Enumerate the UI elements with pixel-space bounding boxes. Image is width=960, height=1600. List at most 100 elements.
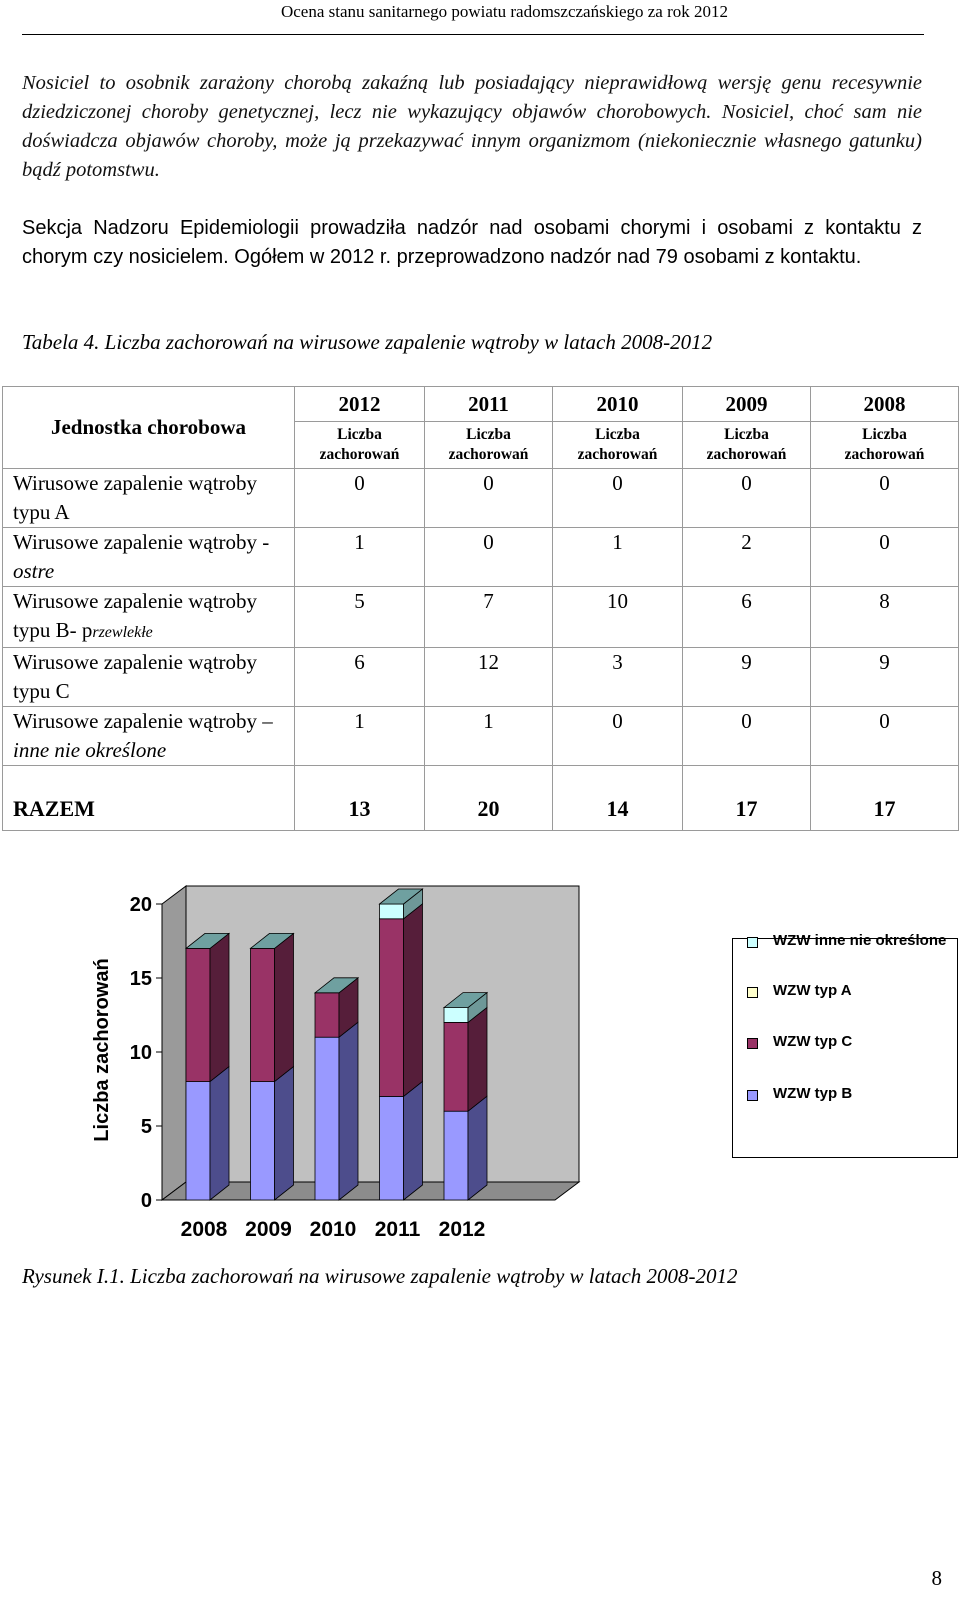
bar-segment xyxy=(314,992,340,1038)
bar-segment-side xyxy=(338,1021,359,1201)
value-cell: 1 xyxy=(552,527,683,587)
bar-segment-side xyxy=(209,1065,230,1201)
bar-segment xyxy=(443,1007,469,1023)
x-category-label: 2009 xyxy=(245,1218,292,1241)
x-category-label: 2011 xyxy=(375,1218,421,1241)
bar-segment-side xyxy=(274,1065,294,1201)
value-cell: 0 xyxy=(810,527,959,587)
bar-top xyxy=(442,992,489,1009)
incidence-stacked-bar-chart: 0 5 10 15 20 2008 2009 2010 2011 2012 Liczba zac… xyxy=(91,885,581,1241)
value-cell: 1 xyxy=(294,527,425,587)
bar-segment xyxy=(185,948,211,1082)
bar-segment-side xyxy=(467,1095,488,1201)
bar-segment-side xyxy=(403,902,423,1098)
value-cell: 12 xyxy=(424,647,553,707)
bar-segment-side xyxy=(274,932,294,1083)
bar-segment xyxy=(250,948,275,1082)
value-cell: 5 xyxy=(294,586,425,648)
total-value: 20 xyxy=(424,765,553,831)
count-subheader: Liczba zachorowań xyxy=(294,421,425,469)
legend-swatch xyxy=(747,1090,758,1101)
value-cell: 6 xyxy=(294,647,425,707)
total-value: 17 xyxy=(810,765,959,831)
legend-swatch xyxy=(747,987,758,998)
bar-segment xyxy=(379,903,404,920)
year-header: 2008 xyxy=(810,386,959,422)
total-value: 17 xyxy=(682,765,811,831)
figure-caption: Rysunek I.1. Liczba zachorowań na wiruso… xyxy=(22,1264,738,1288)
value-cell: 0 xyxy=(294,468,425,528)
bar-segment xyxy=(314,1036,340,1201)
value-cell: 2 xyxy=(682,527,811,587)
y-tick-label: 0 xyxy=(141,1190,152,1212)
count-subheader: Liczba zachorowań xyxy=(810,421,959,469)
value-cell: 3 xyxy=(552,647,683,707)
value-cell: 8 xyxy=(810,586,959,648)
value-cell: 0 xyxy=(682,468,811,528)
total-value: 14 xyxy=(552,765,683,831)
page-number: 8 xyxy=(931,1566,943,1590)
chart-legend: WZW inne nie określone WZW typ A WZW typ… xyxy=(732,932,958,1158)
value-cell: 0 xyxy=(682,706,811,766)
value-cell: 9 xyxy=(810,647,959,707)
bar-segment-side xyxy=(209,932,230,1083)
count-subheader: Liczba zachorowań xyxy=(682,421,811,469)
chart-bars xyxy=(184,888,489,1201)
legend-label: WZW typ B xyxy=(773,1085,853,1102)
table-row: Wirusowe zapalenie wątroby – inne nie ok… xyxy=(2,706,959,766)
total-value: 13 xyxy=(294,765,425,831)
bar-segment xyxy=(185,1081,211,1201)
incidence-table: Jednostka chorobowa 2012 2011 2010 2009 … xyxy=(2,386,959,831)
value-cell: 10 xyxy=(552,586,683,648)
total-row: RAZEM 13 20 14 17 17 xyxy=(2,765,959,831)
disease-name: Wirusowe zapalenie wątroby typu B- przew… xyxy=(2,586,295,648)
value-cell: 9 xyxy=(682,647,811,707)
disease-name: Wirusowe zapalenie wątroby typu A xyxy=(2,468,295,528)
y-tick-label: 5 xyxy=(141,1116,152,1138)
legend-label: WZW typ C xyxy=(773,1033,853,1050)
disease-name: Wirusowe zapalenie wątroby – inne nie ok… xyxy=(2,706,295,766)
name-column-header: Jednostka chorobowa xyxy=(2,386,295,469)
value-cell: 0 xyxy=(424,527,553,587)
disease-name: Wirusowe zapalenie wątroby typu C xyxy=(2,647,295,707)
bar-segment xyxy=(443,1021,469,1112)
bar-segment xyxy=(443,1110,469,1201)
header-rule xyxy=(22,34,924,35)
value-cell: 0 xyxy=(810,468,959,528)
supervision-paragraph: Sekcja Nadzoru Epidemiologii prowadziła … xyxy=(22,217,922,268)
total-label: RAZEM xyxy=(2,765,295,831)
bar-top xyxy=(249,933,295,949)
y-axis-label: Liczba zachorowań xyxy=(91,958,113,1141)
value-cell: 7 xyxy=(424,586,553,648)
bar-top xyxy=(313,977,360,994)
value-cell: 0 xyxy=(424,468,553,528)
table-row: Wirusowe zapalenie wątroby typu C 6 12 3… xyxy=(2,647,959,707)
bar-segment-side xyxy=(403,1080,423,1201)
year-header: 2011 xyxy=(424,386,553,422)
bar-top xyxy=(378,888,424,905)
table-caption: Tabela 4. Liczba zachorowań na wirusowe … xyxy=(22,330,713,354)
bar-top xyxy=(184,933,231,949)
header-title: Ocena stanu sanitarnego powiatu radomszc… xyxy=(280,2,728,21)
count-subheader: Liczba zachorowań xyxy=(552,421,683,469)
page-header: Ocena stanu sanitarnego powiatu radomszc… xyxy=(0,0,960,40)
bar-segment-side xyxy=(467,1006,488,1113)
x-category-label: 2012 xyxy=(439,1218,486,1241)
year-header: 2009 xyxy=(682,386,811,422)
x-category-label: 2010 xyxy=(310,1218,357,1241)
bar-segment xyxy=(250,1081,275,1201)
carrier-definition-paragraph: Nosiciel to osobnik zarażony chorobą zak… xyxy=(22,72,922,181)
bar-segment xyxy=(379,918,404,1097)
value-cell: 0 xyxy=(810,706,959,766)
legend-label: WZW inne nie określone xyxy=(773,932,947,949)
year-header: 2012 xyxy=(294,386,425,422)
legend-swatch xyxy=(747,937,758,948)
legend-swatch xyxy=(747,1038,758,1049)
table-row: Wirusowe zapalenie wątroby -ostre 1 0 1 … xyxy=(2,527,959,587)
chart-side-wall xyxy=(161,885,187,1201)
table-row: Wirusowe zapalenie wątroby typu A 0 0 0 … xyxy=(2,468,959,528)
y-tick-label: 15 xyxy=(130,968,152,990)
y-tick-label: 10 xyxy=(130,1042,152,1064)
bar-segment xyxy=(379,1095,404,1201)
legend-label: WZW typ A xyxy=(773,982,852,999)
